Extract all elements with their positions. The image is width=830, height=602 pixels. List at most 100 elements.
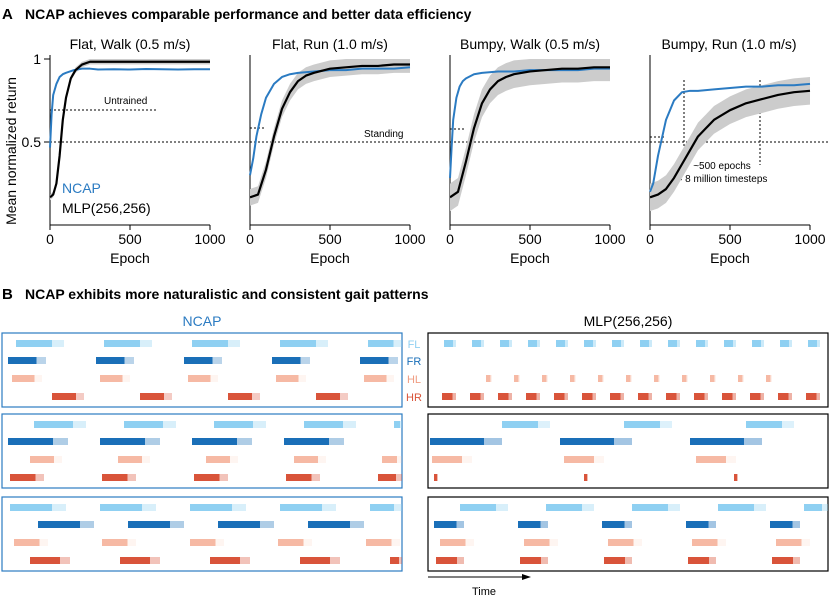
gait-stance-fade [480,393,484,400]
gait-stance-fade [630,375,632,382]
gait-stance-bar [120,557,150,564]
gait-stance-bar [542,375,547,382]
gait-stance-fade [792,521,800,528]
gait-stance-fade [733,340,736,347]
gait-stance-bar [432,456,462,463]
gait-stance-fade [452,393,456,400]
gait-stance-fade [240,557,250,564]
gait-stance-fade [36,357,46,364]
gait-stance-bar [316,393,340,400]
gait-stance-bar [528,340,537,347]
gait-stance-bar [718,504,754,511]
gait-stance-bar [696,340,705,347]
gait-stance-fade [760,393,764,400]
gait-stance-fade [496,504,508,511]
mlp-series-line [249,63,410,199]
gait-stance-fade [52,340,64,347]
gait-stance-bar [124,421,163,428]
gait-stance-bar [738,375,743,382]
gait-stance-fade [717,539,726,546]
gait-stance-bar [430,438,484,445]
gait-stance-bar [808,340,817,347]
gait-stance-bar [556,340,565,347]
panel-flat-run [249,55,411,230]
gait-stance-bar [210,557,240,564]
gait-stance-fade [660,421,672,428]
gait-stance-fade [668,504,680,511]
gait-stance-fade [648,393,652,400]
gait-stance-bar [228,393,252,400]
x-axis-label: Epoch [710,250,750,266]
gait-stance-fade [620,393,624,400]
gait-stance-fade [546,375,548,382]
gait-stance-bar [192,438,237,445]
x-tick-label: 1000 [594,231,625,247]
gait-stance-bar [30,557,60,564]
gait-stance-fade [549,539,558,546]
gait-stance-bar [582,393,593,400]
gait-stance-bar [434,474,437,481]
gait-stance-bar [486,375,491,382]
panel-flat-walk [49,55,211,230]
gait-stance-bar [280,504,322,511]
gait-stance-fade [508,393,512,400]
gait-stance-fade [754,504,766,511]
gait-stance-fade [300,357,310,364]
gait-stance-fade [39,539,48,546]
time-arrow-head [522,574,531,580]
gait-stance-fade [350,521,364,528]
gait-stance-fade [228,340,240,347]
gait-panel [427,332,829,408]
timesteps-annotation: = 8 million timesteps [677,174,768,185]
gait-stance-bar [218,521,260,528]
gait-stance-fade [536,393,540,400]
gait-stance-bar [12,375,35,382]
gait-stance-bar [710,375,715,382]
mlp-variance-band [250,59,410,206]
x-tick-label: 0 [446,231,454,247]
gait-stance-bar [654,375,659,382]
mlp-series-line [649,89,811,199]
gait-stance-bar [30,456,54,463]
gait-stance-bar [364,375,387,382]
gait-stance-bar [624,421,660,428]
gait-stance-bar [102,539,128,546]
gait-stance-fade [587,474,588,481]
y-axis-label: Mean normalized return [3,77,19,225]
gait-stance-bar [722,393,733,400]
gait-stance-fade [484,438,502,445]
legend-ncap: NCAP [62,180,101,196]
gait-stance-fade [253,421,266,428]
gait-stance-fade [330,557,340,564]
gait-stance-bar [284,438,329,445]
gait-stance-bar [640,340,649,347]
gait-stance-bar [14,539,40,546]
gait-stance-fade [340,393,348,400]
gait-stance-fade [252,393,260,400]
section-b-title: NCAP exhibits more naturalistic and cons… [25,286,429,302]
gait-stance-fade [322,504,336,511]
x-axis-label: Epoch [110,250,150,266]
gait-stance-fade [150,557,160,564]
x-axis-label: Epoch [310,250,350,266]
gait-stance-bar [118,456,142,463]
gait-stance-fade [163,421,176,428]
gait-stance-bar [806,393,817,400]
x-tick-label: 1000 [794,231,825,247]
gait-ncap-title: NCAP [183,313,222,329]
mlp-variance-band [50,59,210,201]
gait-stance-fade [60,557,70,564]
gait-stance-bar [304,421,343,428]
gait-stance-bar [584,474,587,481]
gait-stance-bar [360,357,389,364]
subplot-title-flat-walk: Flat, Walk (0.5 m/s) [70,36,191,52]
gait-stance-fade [582,504,594,511]
gait-stance-fade [212,357,222,364]
gait-stance-fade [574,375,576,382]
gait-stance-fade [633,539,642,546]
gait-stance-fade [541,557,548,564]
gait-stance-fade [801,539,810,546]
gait-stance-fade [127,474,136,481]
x-tick-label: 0 [46,231,54,247]
gait-stance-bar [368,340,394,347]
